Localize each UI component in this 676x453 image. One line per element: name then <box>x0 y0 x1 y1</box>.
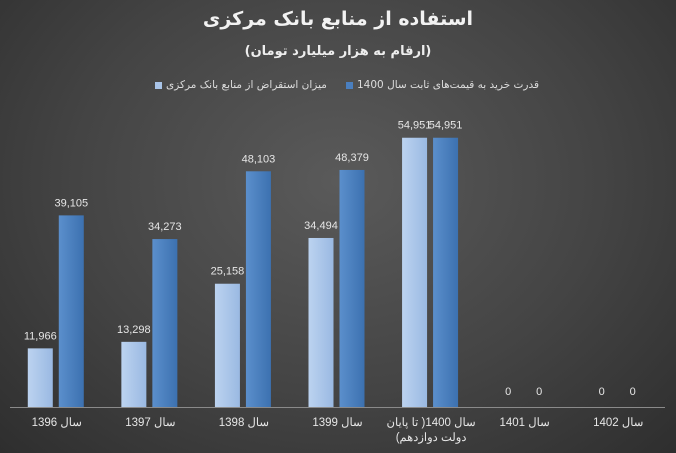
data-label: 34,494 <box>304 220 338 232</box>
bar-borrowing <box>214 283 240 407</box>
bar-purchasing-power <box>339 169 365 407</box>
data-label: 0 <box>630 386 636 398</box>
data-label: 39,105 <box>54 197 88 209</box>
legend-item-purchasing-power: قدرت خرید به قیمت‌های ثابت سال 1400 <box>346 79 539 91</box>
bar-borrowing <box>27 348 53 407</box>
bar-purchasing-power <box>58 215 84 407</box>
data-label: 25,158 <box>211 266 245 278</box>
x-tick-label-line2: دولت دوازدهم) <box>396 431 467 444</box>
bar-purchasing-power <box>152 239 178 407</box>
chart-subtitle: (ارقام به هزار میلیارد تومان) <box>244 44 432 59</box>
bar-purchasing-power <box>245 171 271 407</box>
legend-swatch <box>346 81 353 89</box>
legend-label: قدرت خرید به قیمت‌های ثابت سال 1400 <box>357 79 540 91</box>
bar-borrowing <box>308 237 334 407</box>
x-tick-label: سال 1402 <box>593 416 644 429</box>
legend-label: میزان استقراض از منابع بانک مرکزی <box>166 79 327 91</box>
data-label: 13,298 <box>117 324 151 336</box>
bar-borrowing <box>402 137 428 407</box>
data-label: 54,951 <box>429 120 463 132</box>
data-label: 48,103 <box>242 153 276 165</box>
data-label: 0 <box>599 386 605 398</box>
data-label: 0 <box>505 386 511 398</box>
x-tick-label: سال 1399 <box>312 416 363 429</box>
data-label: 0 <box>536 386 542 398</box>
data-label: 48,379 <box>335 152 369 164</box>
legend-item-borrowing: میزان استقراض از منابع بانک مرکزی <box>155 79 327 91</box>
bar-borrowing <box>121 341 147 407</box>
bar-purchasing-power <box>433 137 459 407</box>
x-tick-label: سال 1400( تا پایان <box>387 416 476 429</box>
x-tick-label: سال 1396 <box>32 416 83 429</box>
chart-title: استفاده از منابع بانک مرکزی <box>202 8 474 30</box>
x-tick-label: سال 1398 <box>219 416 270 429</box>
x-tick-label: سال 1397 <box>125 416 176 429</box>
data-label: 11,966 <box>24 330 57 342</box>
data-label: 54,951 <box>398 120 432 132</box>
data-label: 34,273 <box>148 221 182 233</box>
legend-swatch <box>155 81 162 89</box>
x-tick-label: سال 1401 <box>499 416 550 429</box>
